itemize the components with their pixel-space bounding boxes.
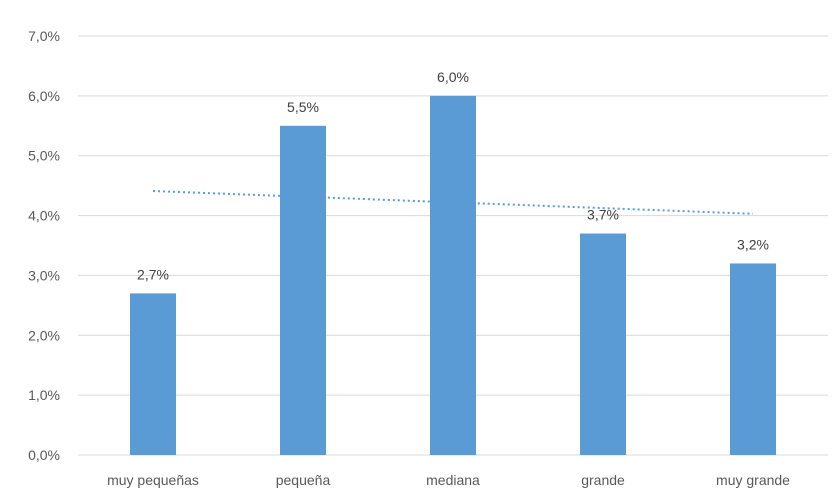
y-tick-label: 4,0% <box>28 208 60 224</box>
x-category-label: mediana <box>426 472 480 488</box>
x-axis-categories: muy pequeñas pequeña mediana grande muy gran… <box>107 472 790 488</box>
data-labels: 2,7% 5,5% 6,0% 3,7% 3,2% <box>137 69 769 283</box>
bar <box>580 233 626 455</box>
data-label: 5,5% <box>287 99 319 115</box>
trendline <box>152 190 754 215</box>
bars <box>130 95 776 456</box>
x-category-label: grande <box>581 472 625 488</box>
y-tick-label: 6,0% <box>28 88 60 104</box>
data-label: 3,2% <box>737 236 769 252</box>
bar <box>130 293 176 455</box>
x-category-label: muy grande <box>716 472 790 488</box>
y-tick-label: 3,0% <box>28 267 60 283</box>
x-category-label: muy pequeñas <box>107 472 199 488</box>
data-label: 3,7% <box>587 207 619 223</box>
y-tick-label: 5,0% <box>28 148 60 164</box>
x-category-label: pequeña <box>276 472 331 488</box>
data-label: 2,7% <box>137 266 169 282</box>
bar <box>430 95 476 455</box>
bar <box>730 263 776 455</box>
y-tick-label: 0,0% <box>28 447 60 463</box>
y-tick-label: 1,0% <box>28 387 60 403</box>
data-label: 6,0% <box>437 69 469 85</box>
trendline-group <box>152 190 754 215</box>
y-tick-label: 7,0% <box>28 28 60 44</box>
bar <box>280 125 326 456</box>
y-axis-ticks: 0,0% 1,0% 2,0% 3,0% 4,0% 5,0% 6,0% 7,0% <box>28 28 60 463</box>
y-tick-label: 2,0% <box>28 327 60 343</box>
